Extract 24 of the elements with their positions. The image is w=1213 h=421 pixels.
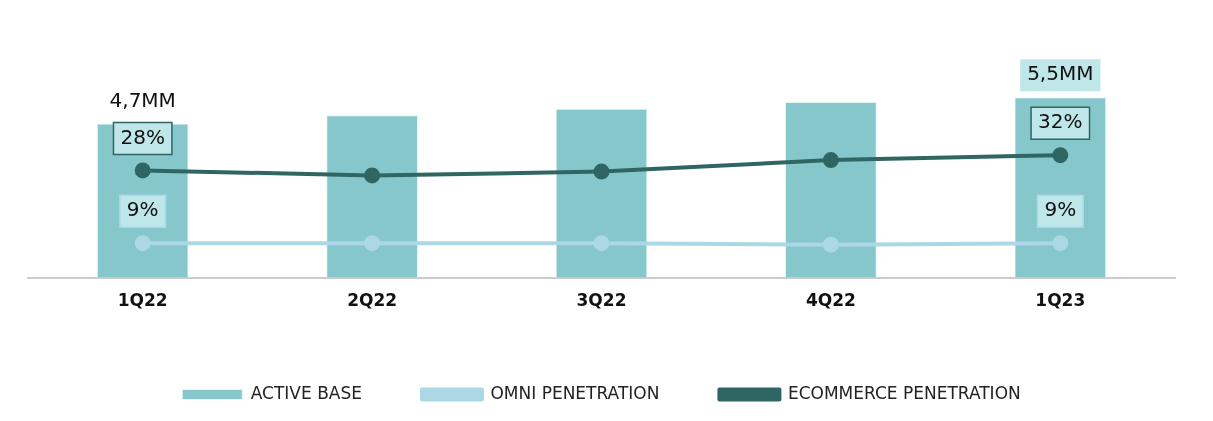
- x-tick-label: 1Q23: [1035, 290, 1086, 311]
- legend-label: OMNI PENETRATION: [490, 382, 660, 403]
- point: [1052, 147, 1069, 164]
- point: [134, 162, 151, 179]
- point: [593, 163, 610, 180]
- data-label: 4,7MM: [109, 87, 176, 112]
- x-tick-label: 4Q22: [805, 290, 856, 311]
- data-label: 9%: [126, 197, 159, 222]
- point: [1052, 235, 1069, 252]
- point: [822, 152, 839, 169]
- legend-label: ACTIVE BASE: [250, 382, 362, 403]
- data-label: 5,5MM: [1027, 61, 1094, 86]
- x-tick-label: 3Q22: [576, 290, 627, 311]
- point: [134, 235, 151, 252]
- data-label: 32%: [1038, 109, 1083, 134]
- point: [364, 235, 381, 252]
- legend-label: ECOMMERCE PENETRATION: [787, 382, 1021, 403]
- data-label: 28%: [120, 124, 165, 149]
- point: [822, 236, 839, 253]
- x-tick-label: 1Q22: [117, 290, 168, 311]
- data-label: 9%: [1044, 197, 1077, 222]
- point: [593, 235, 610, 252]
- x-tick-label: 2Q22: [347, 290, 398, 311]
- point: [364, 167, 381, 184]
